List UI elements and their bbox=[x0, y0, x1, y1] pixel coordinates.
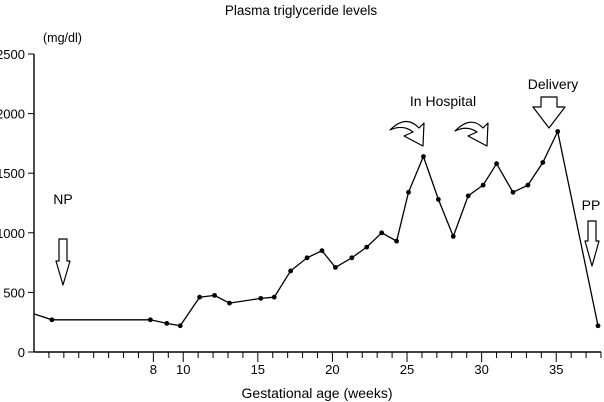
in-hospital-label: In Hospital bbox=[410, 93, 476, 109]
data-point bbox=[288, 268, 294, 274]
data-point bbox=[394, 238, 399, 244]
data-point bbox=[349, 255, 355, 261]
delivery-annotation: Delivery bbox=[528, 76, 579, 129]
pp-annotation: PP bbox=[582, 197, 601, 267]
pp-label: PP bbox=[582, 197, 601, 213]
data-point bbox=[480, 182, 486, 188]
data-point bbox=[212, 292, 217, 298]
series-line bbox=[33, 129, 599, 327]
y-axis-label: (mg/dl) bbox=[43, 31, 82, 45]
y-tick-label: 1500 bbox=[0, 166, 25, 181]
curved-arrow-icon bbox=[454, 121, 489, 147]
data-point bbox=[258, 295, 264, 301]
data-point bbox=[435, 197, 441, 202]
data-point bbox=[510, 189, 516, 195]
x-tick-label: 8 bbox=[150, 362, 157, 377]
x-axis-label: Gestational age (weeks) bbox=[242, 385, 393, 401]
axes bbox=[33, 54, 601, 353]
data-point bbox=[595, 323, 601, 329]
data-point bbox=[465, 193, 471, 199]
np-label: NP bbox=[53, 191, 72, 207]
x-tick-label: 10 bbox=[176, 362, 190, 377]
data-point bbox=[304, 255, 310, 261]
data-point bbox=[177, 323, 183, 329]
data-point bbox=[319, 248, 325, 254]
y-tick-label: 2500 bbox=[0, 47, 25, 62]
series bbox=[33, 129, 601, 329]
data-point bbox=[197, 294, 203, 300]
data-point bbox=[227, 300, 232, 306]
data-point bbox=[164, 320, 170, 326]
data-point bbox=[271, 294, 277, 300]
pp-down-arrow-icon bbox=[584, 220, 600, 267]
data-point bbox=[540, 160, 546, 165]
delivery-down-arrow-icon bbox=[532, 96, 566, 129]
data-point bbox=[364, 244, 370, 250]
data-point bbox=[525, 182, 531, 188]
data-point bbox=[333, 264, 338, 270]
y-tick-label: 500 bbox=[3, 285, 25, 300]
ticks: 0 500 1000 1500 2000 2500 8 10 15 20 25 30 35 bbox=[0, 47, 602, 377]
data-point bbox=[379, 230, 385, 236]
delivery-label: Delivery bbox=[528, 76, 579, 92]
data-point bbox=[147, 317, 153, 323]
x-tick-label: 15 bbox=[251, 362, 265, 377]
data-point bbox=[494, 161, 499, 167]
x-tick-label: 20 bbox=[325, 362, 339, 377]
y-tick-label: 2000 bbox=[0, 107, 25, 122]
data-point bbox=[421, 154, 426, 159]
chart-title: Plasma triglyceride levels bbox=[225, 3, 378, 18]
data-point bbox=[406, 189, 411, 195]
in-hospital-annotation: In Hospital bbox=[389, 93, 489, 147]
y-tick-label: 1000 bbox=[0, 226, 25, 241]
np-down-arrow-icon bbox=[55, 238, 71, 286]
x-tick-label: 35 bbox=[549, 362, 563, 377]
np-annotation: NP bbox=[53, 191, 73, 286]
y-tick-label: 0 bbox=[18, 345, 25, 360]
data-point bbox=[555, 129, 561, 134]
data-point bbox=[49, 317, 55, 323]
x-tick-label: 25 bbox=[400, 362, 414, 377]
data-point bbox=[450, 233, 456, 239]
curved-arrow-icon bbox=[389, 120, 425, 147]
x-tick-label: 30 bbox=[474, 362, 488, 377]
